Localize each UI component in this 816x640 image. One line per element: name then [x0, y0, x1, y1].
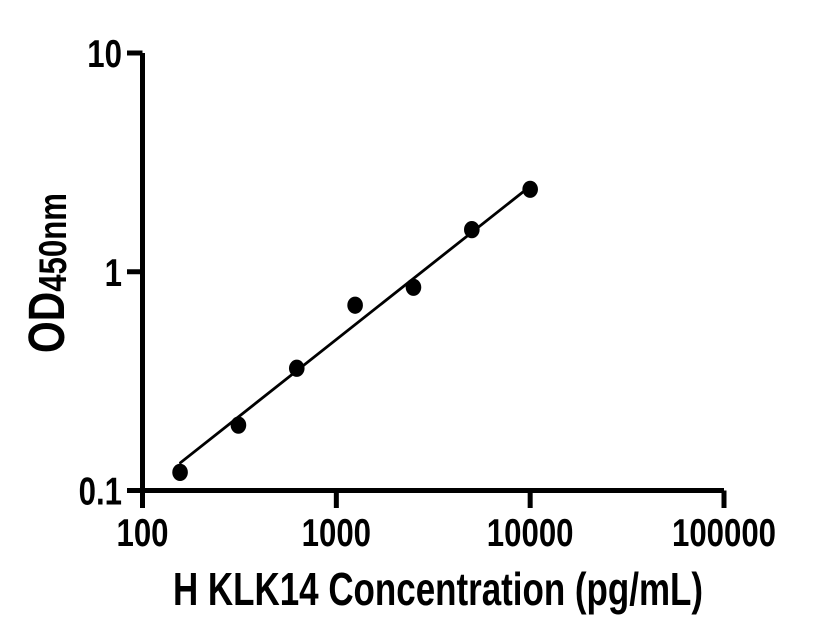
axis-tick-labels: 100 1000 10000 100000 0.1 1 10: [79, 33, 776, 555]
x-tick-label: 10000: [487, 512, 574, 555]
data-point: [405, 278, 422, 296]
y-tick-label: 10: [87, 33, 122, 76]
data-points-group: [172, 180, 538, 481]
x-tick-label: 100000: [672, 512, 776, 555]
x-tick-label: 100: [116, 512, 168, 555]
y-tick-label: 1: [105, 252, 122, 295]
data-point: [172, 463, 188, 481]
data-point: [522, 180, 538, 198]
x-tick-label: 1000: [302, 512, 371, 555]
y-tick-label: 0.1: [79, 470, 122, 513]
data-point: [464, 221, 480, 239]
y-axis-title-subscript: 450nm: [32, 193, 75, 292]
y-axis-title-main: OD: [18, 292, 75, 353]
data-point: [288, 359, 305, 377]
data-point: [230, 416, 247, 434]
y-axis-title: OD450nm: [18, 193, 75, 353]
data-point: [347, 296, 363, 314]
x-axis-title: H KLK14 Concentration (pg/mL): [173, 563, 703, 615]
axis-ticks: [127, 50, 727, 508]
